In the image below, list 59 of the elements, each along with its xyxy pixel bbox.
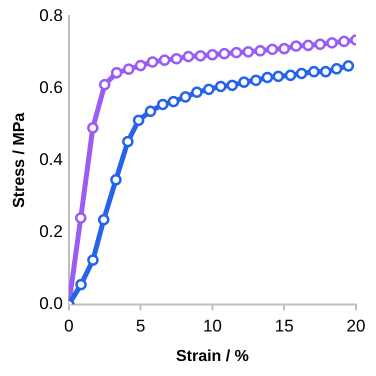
point: [250, 74, 262, 86]
point: [75, 278, 87, 290]
point: [296, 68, 308, 80]
point: [134, 60, 146, 72]
point: [226, 80, 238, 92]
point: [254, 45, 266, 57]
point: [266, 44, 278, 56]
x-tick-label: 0: [64, 316, 74, 336]
point: [98, 214, 110, 226]
point: [320, 66, 332, 78]
point: [180, 91, 192, 103]
point: [330, 63, 342, 75]
point: [238, 76, 250, 88]
point: [168, 96, 180, 108]
point: [203, 84, 215, 96]
point: [272, 70, 284, 82]
point: [314, 38, 326, 50]
point: [87, 122, 99, 134]
y-axis-title: Stress / MPa: [11, 112, 28, 208]
point: [158, 54, 170, 66]
point: [302, 40, 314, 52]
point: [206, 48, 218, 60]
y-tick-label: 0.8: [39, 6, 63, 25]
point: [284, 70, 296, 82]
point: [194, 50, 206, 62]
point: [170, 52, 182, 64]
point: [214, 80, 226, 92]
x-axis-title: Strain / %: [176, 348, 249, 365]
y-tick-label: 0.6: [39, 78, 63, 97]
point: [87, 254, 99, 266]
point: [326, 37, 338, 49]
point: [132, 114, 144, 126]
point: [110, 174, 122, 186]
point: [290, 40, 302, 52]
point: [242, 46, 254, 58]
point: [122, 136, 134, 148]
point: [262, 72, 274, 84]
point: [278, 42, 290, 54]
y-tick-label: 0.0: [39, 294, 63, 314]
point: [230, 46, 242, 58]
point: [218, 48, 230, 60]
point: [308, 66, 320, 78]
point: [182, 50, 194, 62]
x-tick-label: 10: [202, 316, 222, 336]
x-tick-label: 20: [346, 316, 366, 336]
point: [98, 78, 110, 90]
point: [156, 98, 168, 110]
y-tick-label: 0.2: [39, 222, 63, 242]
point: [75, 212, 86, 224]
y-tick-label: 0.4: [39, 150, 63, 169]
x-tick-label: 15: [274, 316, 294, 336]
point: [342, 60, 354, 72]
point: [338, 36, 350, 48]
point: [144, 106, 156, 118]
x-tick-label: 5: [136, 316, 146, 336]
point: [146, 56, 158, 68]
point: [122, 63, 134, 75]
point: [110, 67, 122, 79]
point: [191, 86, 203, 98]
